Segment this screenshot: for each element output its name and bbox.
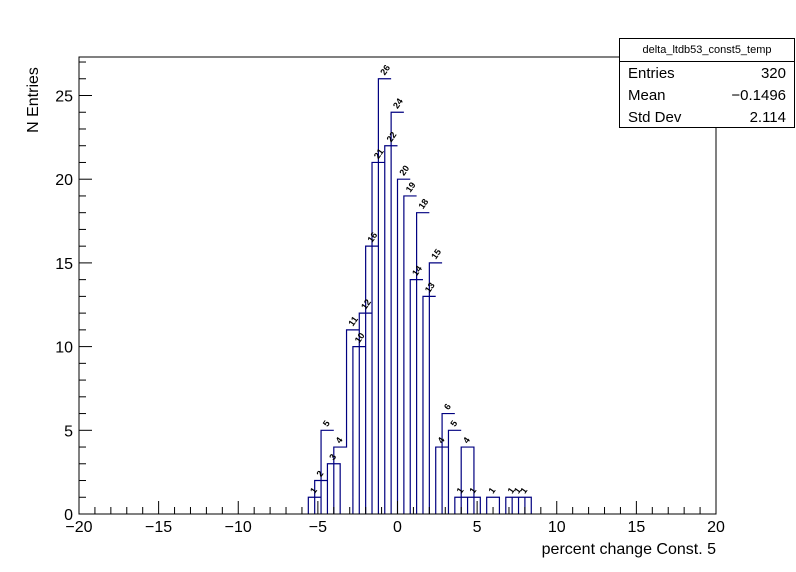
x-tick-label: −15 [145,519,172,536]
bin-count-label: 5 [448,419,459,429]
stats-entries-row: Entries 320 [620,62,794,84]
mean-label: Mean [628,86,666,104]
bin-count-label: 1 [512,486,523,496]
bin-count-label: 13 [423,281,437,295]
bin-count-label: 12 [359,297,373,311]
y-tick-label: 15 [55,256,73,273]
stats-title: delta_ltdb53_const5_temp [620,39,794,62]
y-axis-label: N Entries [25,67,42,133]
y-tick-label: 10 [55,340,73,357]
x-tick-label: −5 [309,519,327,536]
stddev-value: 2.114 [749,108,786,126]
bin-count-label: 1 [308,486,319,496]
bin-count-label: 11 [346,314,360,328]
bin-count-label: 2 [315,469,326,479]
x-tick-label: 20 [707,519,725,536]
bin-count-label: 4 [461,435,472,445]
histogram-bars [307,78,532,514]
y-tick-label: 0 [64,507,73,524]
bin-count-label: 14 [410,264,424,278]
y-tick-label: 25 [55,89,73,106]
bin-count-label: 4 [436,435,447,445]
entries-label: Entries [628,64,675,82]
bin-count-label: 1 [467,486,478,496]
bin-count-label: 1 [455,486,466,496]
bin-count-label: 1 [518,486,529,496]
bin-count-label: 1 [486,486,497,496]
x-tick-label: −10 [225,519,252,536]
x-tick-label: 0 [393,519,402,536]
entries-value: 320 [760,64,786,82]
x-tick-label: 5 [473,519,482,536]
bin-count-label: 26 [378,63,392,77]
y-tick-label: 20 [55,172,73,189]
bin-count-label: 20 [397,163,411,177]
bin-count-label: 1 [506,486,517,496]
bin-count-label: 24 [391,96,405,110]
histogram-outline [307,78,532,514]
mean-value: −0.1496 [731,86,786,104]
y-tick-label: 5 [64,423,73,440]
bin-count-label: 21 [372,147,386,161]
x-tick-label: 10 [548,519,566,536]
bin-count-label: 4 [334,435,345,445]
bin-count-label: 5 [321,419,332,429]
bin-count-label: 16 [365,230,379,244]
bin-count-label: 3 [327,452,338,462]
bin-count-label: 18 [416,197,430,211]
bin-count-label: 22 [385,130,399,144]
stats-mean-row: Mean −0.1496 [620,84,794,106]
bin-count-label: 15 [429,247,443,261]
stddev-label: Std Dev [628,108,682,126]
x-axis-label: percent change Const. 5 [542,541,716,558]
stats-box: delta_ltdb53_const5_temp Entries 320 Mea… [619,38,795,128]
bin-count-label: 6 [442,402,453,412]
stats-stddev-row: Std Dev 2.114 [620,106,794,128]
bin-count-label: 19 [404,180,418,194]
x-tick-label: 15 [627,519,645,536]
bin-count-label: 10 [353,331,367,345]
x-tick-label: −20 [65,519,92,536]
